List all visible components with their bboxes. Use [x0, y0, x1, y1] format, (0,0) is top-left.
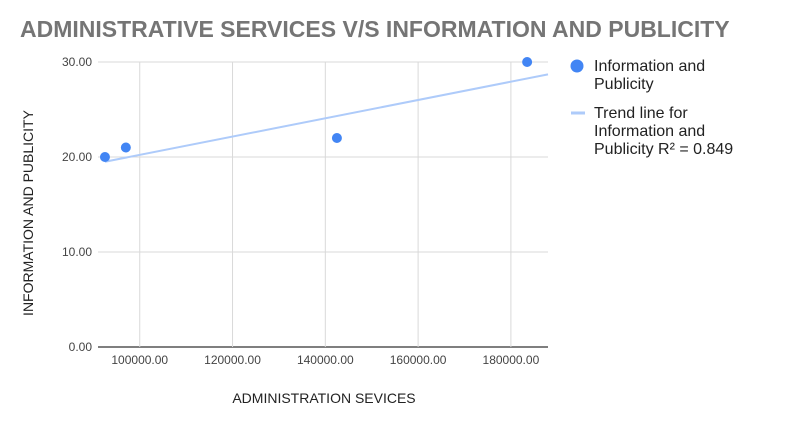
gridlines	[98, 61, 548, 348]
trendline	[104, 73, 549, 163]
legend: Information and Publicity Trend line for…	[570, 58, 733, 158]
x-axis-label: ADMINISTRATION SEVICES	[232, 390, 415, 406]
y-axis-label: INFORMATION AND PUBLICITY	[20, 109, 36, 316]
y-tick-label: 0.00	[69, 340, 93, 354]
x-tick-label: 160000.00	[390, 353, 447, 367]
legend-trend-label-line-2: Information and	[594, 123, 705, 140]
legend-trend-label-line-3: Publicity R² = 0.849	[594, 141, 733, 158]
chart-title: ADMINISTRATIVE SERVICES V/S INFORMATION …	[20, 16, 730, 42]
legend-series-label-line-2: Publicity	[594, 76, 654, 93]
x-tick-label: 180000.00	[483, 353, 540, 367]
tick-labels: 0.00 10.00 20.00 30.00 100000.00 120000.00 140…	[62, 55, 540, 367]
trendline-group	[104, 73, 549, 163]
data-point	[120, 142, 131, 153]
data-point	[331, 133, 342, 143]
legend-series-label-line-1: Information and	[594, 58, 705, 75]
data-points	[99, 57, 533, 162]
x-tick-label: 140000.00	[297, 353, 354, 367]
x-tick-label: 100000.00	[111, 353, 168, 367]
y-tick-label: 20.00	[62, 150, 92, 164]
x-tick-label: 120000.00	[204, 353, 261, 367]
data-point	[99, 152, 110, 162]
legend-series-marker	[570, 59, 584, 73]
data-point	[522, 57, 533, 67]
y-tick-label: 30.00	[62, 55, 92, 69]
legend-trend-label-line-1: Trend line for	[594, 105, 688, 122]
y-tick-label: 10.00	[62, 245, 92, 259]
